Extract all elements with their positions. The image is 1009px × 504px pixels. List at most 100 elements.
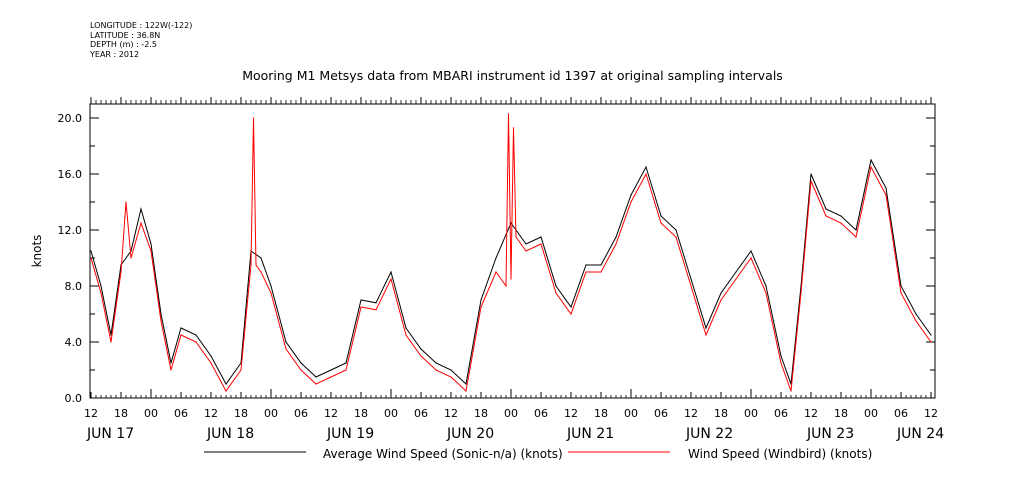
data-point-windbird: [675, 236, 677, 238]
data-point-average: [900, 285, 902, 287]
data-point-windbird: [405, 334, 407, 336]
data-point-average: [405, 327, 407, 329]
y-tick-label: 12.0: [58, 224, 83, 237]
x-tick-label: 12: [84, 407, 98, 420]
data-point-windbird: [765, 292, 767, 294]
x-tick-label: 06: [414, 407, 428, 420]
x-tick-label: 18: [834, 407, 848, 420]
data-point-windbird: [570, 313, 572, 315]
data-point-windbird: [390, 278, 392, 280]
data-point-windbird: [150, 250, 152, 252]
data-point-windbird: [170, 369, 172, 371]
data-point-windbird: [585, 271, 587, 273]
data-point-windbird: [615, 243, 617, 245]
y-axis-label: knots: [30, 235, 44, 268]
data-point-windbird: [480, 306, 482, 308]
data-point-average: [330, 369, 332, 371]
longitude-label: LONGITUDE : 122W(-122): [90, 21, 193, 30]
legend-label-average: Average Wind Speed (Sonic-n/a) (knots): [323, 447, 563, 461]
data-point-average: [780, 355, 782, 357]
data-point-average: [645, 166, 647, 168]
data-point-windbird: [465, 390, 467, 392]
legend-label-windbird: Wind Speed (Windbird) (knots): [688, 447, 872, 461]
data-point-windbird: [130, 257, 132, 259]
data-point-average: [540, 236, 542, 238]
data-point-average: [630, 194, 632, 196]
data-point-average: [450, 369, 452, 371]
x-tick-label: 00: [744, 407, 758, 420]
x-tick-label: 06: [774, 407, 788, 420]
x-tick-label: 06: [294, 407, 308, 420]
data-point-average: [570, 306, 572, 308]
x-tick-label: 00: [384, 407, 398, 420]
data-point-windbird: [645, 173, 647, 175]
data-point-average: [110, 334, 112, 336]
data-point-average: [915, 313, 917, 315]
data-point-windbird: [252, 117, 255, 119]
x-day-label: JUN 17: [86, 426, 134, 442]
data-point-average: [375, 302, 377, 304]
y-tick-label: 0.0: [65, 392, 83, 405]
data-point-average: [260, 257, 262, 259]
data-point-average: [600, 264, 602, 266]
data-point-windbird: [285, 348, 287, 350]
data-point-average: [585, 264, 587, 266]
x-tick-label: 18: [594, 407, 608, 420]
data-point-average: [270, 285, 272, 287]
data-point-windbird: [780, 362, 782, 364]
data-point-windbird: [450, 376, 452, 378]
y-axis-ticks: 0.0 4.0 8.0 12.0 16.0 20.0: [58, 112, 935, 405]
data-point-average: [345, 362, 347, 364]
data-point-windbird: [915, 320, 917, 322]
data-point-windbird: [270, 292, 272, 294]
data-point-windbird: [210, 362, 212, 364]
data-point-windbird: [250, 264, 252, 266]
data-point-average: [810, 173, 812, 175]
data-point-average: [840, 215, 842, 217]
data-point-windbird: [900, 292, 902, 294]
x-tick-label: 06: [654, 407, 668, 420]
data-point-average: [90, 250, 92, 252]
x-day-label: JUN 18: [206, 426, 254, 442]
x-tick-label: 18: [474, 407, 488, 420]
data-point-windbird: [315, 383, 317, 385]
data-point-average: [360, 299, 362, 301]
data-point-average: [180, 327, 182, 329]
data-point-windbird: [240, 369, 242, 371]
data-point-windbird: [100, 292, 102, 294]
data-point-windbird: [420, 355, 422, 357]
x-tick-label: 12: [204, 407, 218, 420]
data-point-windbird: [555, 292, 557, 294]
data-point-windbird: [495, 271, 497, 273]
data-point-average: [315, 376, 317, 378]
x-day-label: JUN 19: [326, 426, 374, 442]
plot-frame: [89, 103, 936, 399]
data-point-windbird: [525, 250, 527, 252]
data-point-windbird: [360, 306, 362, 308]
data-point-average: [300, 362, 302, 364]
x-tick-label: 18: [234, 407, 248, 420]
data-point-windbird: [750, 257, 752, 259]
data-point-average: [720, 292, 722, 294]
data-point-windbird: [507, 113, 510, 115]
data-point-windbird: [140, 222, 142, 224]
data-point-windbird: [790, 390, 792, 392]
data-point-windbird: [930, 341, 932, 343]
data-point-average: [285, 341, 287, 343]
data-point-average: [660, 215, 662, 217]
data-point-average: [525, 243, 527, 245]
data-point-average: [480, 299, 482, 301]
x-tick-label: 12: [924, 407, 938, 420]
y-tick-label: 20.0: [58, 112, 83, 125]
depth-label: DEPTH (m) : -2.5: [90, 40, 157, 49]
data-point-windbird: [345, 369, 347, 371]
x-day-label: JUN 23: [806, 426, 854, 442]
x-tick-label: 12: [684, 407, 698, 420]
data-point-average: [170, 362, 172, 364]
data-point-windbird: [300, 369, 302, 371]
y-tick-label: 8.0: [65, 280, 83, 293]
data-point-windbird: [255, 264, 257, 266]
data-point-average: [870, 159, 872, 161]
data-point-average: [855, 229, 857, 231]
data-point-windbird: [180, 334, 182, 336]
